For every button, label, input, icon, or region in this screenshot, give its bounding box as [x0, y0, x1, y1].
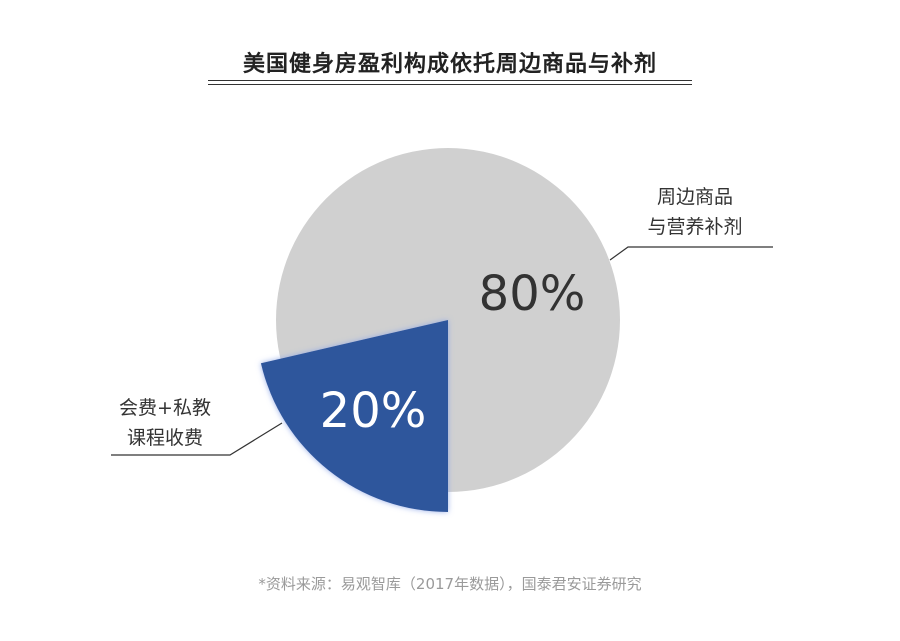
chart-title: 美国健身房盈利构成依托周边商品与补剂: [242, 52, 657, 77]
data-label-20: 20%: [320, 383, 427, 439]
legend-label-membership: 会费+私教 课程收费: [85, 393, 245, 453]
legend-label-goods: 周边商品 与营养补剂: [615, 182, 775, 242]
title-underline: [208, 80, 692, 81]
label-line: 课程收费: [126, 427, 203, 449]
label-line: 与营养补剂: [647, 216, 743, 238]
leader-line-membership: [111, 422, 283, 456]
source-footnote: *资料来源：易观智库（2017年数据），国泰君安证券研究: [258, 575, 642, 593]
label-line: 周边商品: [656, 186, 733, 208]
leader-line-goods: [609, 246, 773, 261]
label-line: 会费+私教: [119, 397, 211, 419]
title-underline-2: [208, 84, 692, 85]
data-label-80: 80%: [479, 266, 586, 322]
pie-slice-membership: [260, 320, 448, 512]
